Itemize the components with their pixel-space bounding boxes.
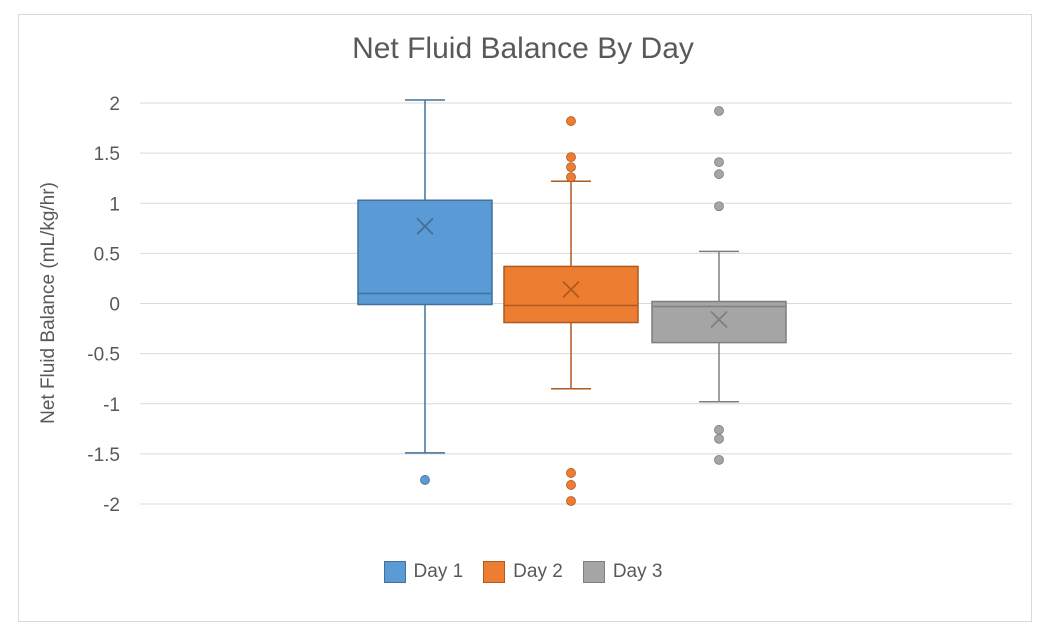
legend-label: Day 3 (612, 561, 663, 582)
outlier-point (566, 116, 576, 126)
legend-swatch (483, 561, 506, 583)
mean-marker (562, 280, 580, 299)
iqr-box (651, 300, 787, 344)
outlier-point (714, 201, 724, 212)
y-tick-label: -1.5 (87, 445, 120, 466)
legend-label: Day 2 (513, 561, 563, 582)
outlier-point (566, 162, 576, 173)
outlier-point (714, 454, 724, 465)
box-day-3 (651, 106, 787, 465)
outlier-point (714, 106, 724, 116)
legend-label: Day 1 (413, 561, 464, 582)
box-day-1 (357, 99, 493, 485)
y-axis-label: Net Fluid Balance (mL/kg/hr) (38, 182, 59, 424)
legend: Day 1 Day 2 Day 3 (0, 561, 1046, 583)
y-tick-label: 0.5 (94, 244, 120, 265)
y-tick-label: 1.5 (94, 144, 120, 165)
outlier-point (566, 172, 576, 183)
iqr-box (503, 265, 639, 324)
box-day-2 (503, 116, 639, 506)
legend-swatch (582, 561, 605, 583)
legend-item: Day 1 (383, 561, 464, 583)
y-tick-labels: 2 1.5 1 0.5 0 -0.5 -1 -1.5 -2 (87, 94, 120, 516)
y-tick-label: -2 (103, 495, 120, 516)
boxes (357, 99, 787, 506)
outlier-point (714, 169, 724, 180)
legend-swatch (383, 561, 406, 583)
mean-marker (710, 310, 728, 329)
outlier-point (714, 157, 724, 168)
outlier-point (714, 424, 724, 435)
y-tick-label: 2 (109, 94, 120, 115)
gridlines (140, 102, 1012, 505)
mean-marker (416, 217, 434, 235)
outlier-point (420, 475, 430, 485)
outlier-point (714, 433, 724, 444)
chart-title: Net Fluid Balance By Day (352, 32, 694, 65)
legend-item: Day 3 (582, 561, 663, 583)
outlier-point (566, 468, 576, 478)
outlier-point (566, 496, 576, 506)
y-tick-label: -1 (103, 395, 120, 416)
y-tick-label: -0.5 (87, 345, 120, 366)
y-tick-label: 1 (109, 194, 120, 215)
iqr-box (357, 199, 493, 306)
outlier-point (566, 152, 576, 163)
outlier-point (566, 480, 576, 490)
y-tick-label: 0 (109, 295, 120, 316)
legend-item: Day 2 (483, 561, 563, 583)
